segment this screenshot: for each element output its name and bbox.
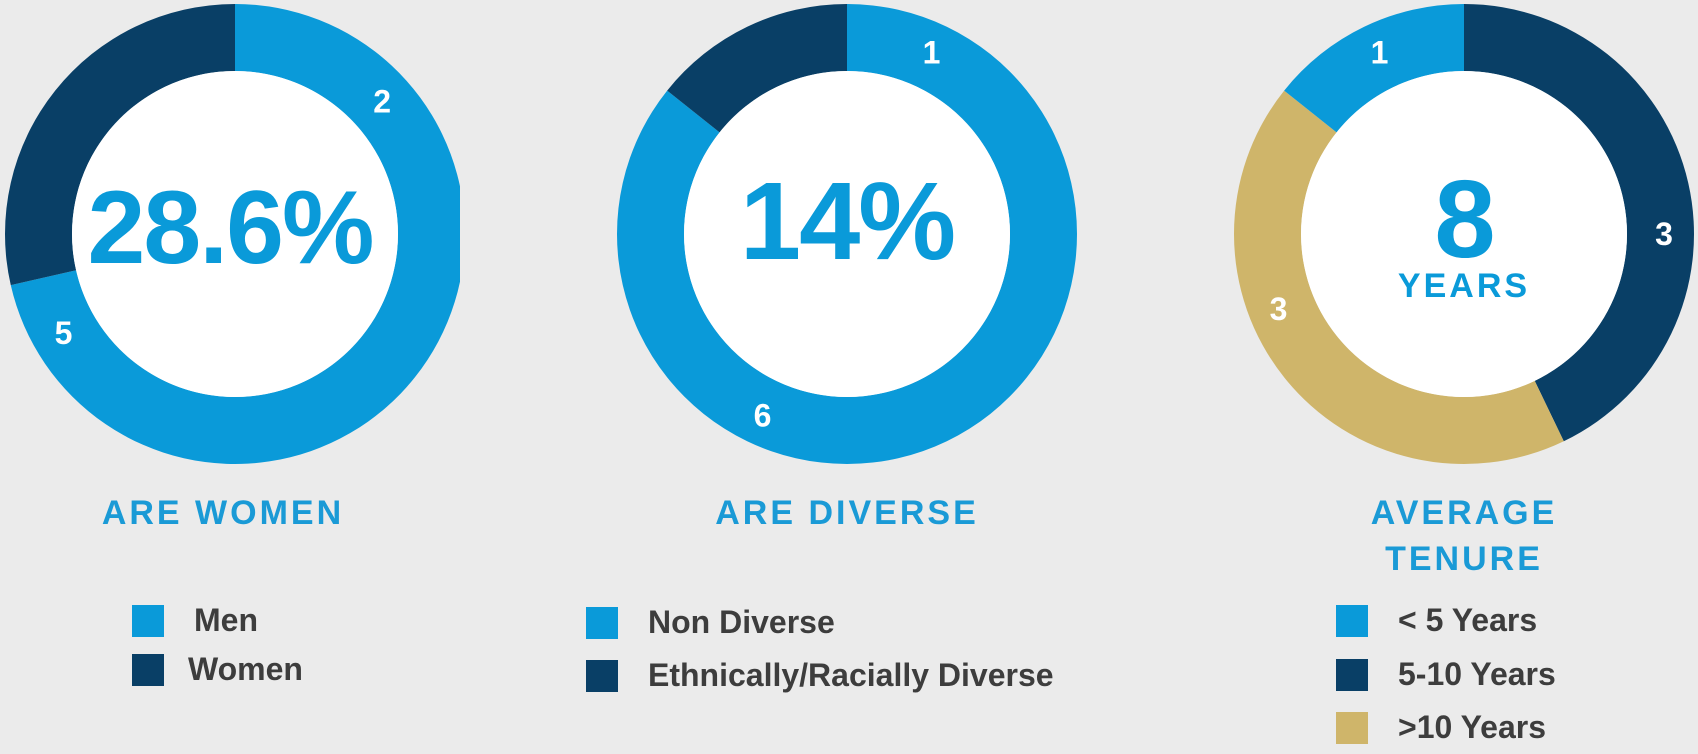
center-value-diverse: 14% <box>739 160 956 283</box>
data-label-5-10-years: 3 <box>1655 216 1673 252</box>
slice-10-years <box>1234 90 1564 464</box>
legend-label-non-diverse: Non Diverse <box>648 604 835 640</box>
legend-item-over-10-years: >10 Years <box>1336 709 1546 746</box>
legend-label-under-5-years: < 5 Years <box>1398 602 1538 638</box>
data-label-10-years: 3 <box>1270 291 1288 327</box>
legend-swatch-under-5-years <box>1336 604 1368 637</box>
caption-tenure-line-2: TENURE <box>1385 540 1543 578</box>
donut-chart-women: 52 <box>4 4 460 464</box>
center-unit-tenure: YEARS <box>1397 267 1531 305</box>
center-value-tenure: 8 <box>1434 158 1495 281</box>
chart-tenure-panel: 3 3 1 8 YEARS AVERAGE TENURE < 5 Years 5-1… <box>1228 0 1698 754</box>
caption-tenure: AVERAGE TENURE <box>1264 490 1664 582</box>
donut-hole <box>1301 71 1627 397</box>
legend-item-women: Women <box>132 651 303 688</box>
legend-item-5-10-years: 5-10 Years <box>1336 656 1556 693</box>
caption-tenure-line-1: AVERAGE <box>1370 494 1558 532</box>
legend-swatch-non-diverse <box>586 606 618 639</box>
data-label-women: 2 <box>373 84 391 120</box>
slice-5-10-years <box>1464 4 1694 442</box>
donut-chart-diverse: 61 <box>616 4 1077 464</box>
legend-item-men: Men <box>132 602 258 639</box>
legend-label-5-10-years: 5-10 Years <box>1398 656 1556 692</box>
data-label-non-diverse: 6 <box>754 397 772 433</box>
donut-hole <box>72 71 398 397</box>
legend-swatch-women <box>132 653 164 686</box>
legend-label-men: Men <box>194 602 258 638</box>
legend-label-ethnically-diverse: Ethnically/Racially Diverse <box>648 657 1054 693</box>
donut-chart-tenure: 3 3 1 <box>1234 4 1694 464</box>
legend-item-non-diverse: Non Diverse <box>586 604 835 641</box>
center-value-women: 28.6% <box>87 170 375 286</box>
data-label-men: 5 <box>55 315 73 351</box>
caption-women: ARE WOMEN <box>101 494 345 532</box>
legend-item-ethnically-diverse: Ethnically/Racially Diverse <box>586 657 1054 694</box>
legend-swatch-men <box>132 604 164 637</box>
donut-hole <box>684 71 1010 397</box>
legend-swatch-over-10-years <box>1336 711 1368 744</box>
legend-item-under-5-years: < 5 Years <box>1336 602 1537 639</box>
data-label-ethnically-racially-diverse: 1 <box>923 35 941 71</box>
caption-diverse: ARE DIVERSE <box>715 494 979 532</box>
legend-swatch-ethnically-diverse <box>586 659 618 692</box>
slice-5-years <box>1284 4 1464 133</box>
slice-women <box>4 4 236 286</box>
legend-label-women: Women <box>188 651 303 687</box>
legend-label-over-10-years: >10 Years <box>1398 709 1547 745</box>
data-label-5-years: 1 <box>1371 35 1389 71</box>
legend-swatch-5-10-years <box>1336 658 1368 691</box>
slice-ethnically-racially-diverse <box>667 4 847 133</box>
